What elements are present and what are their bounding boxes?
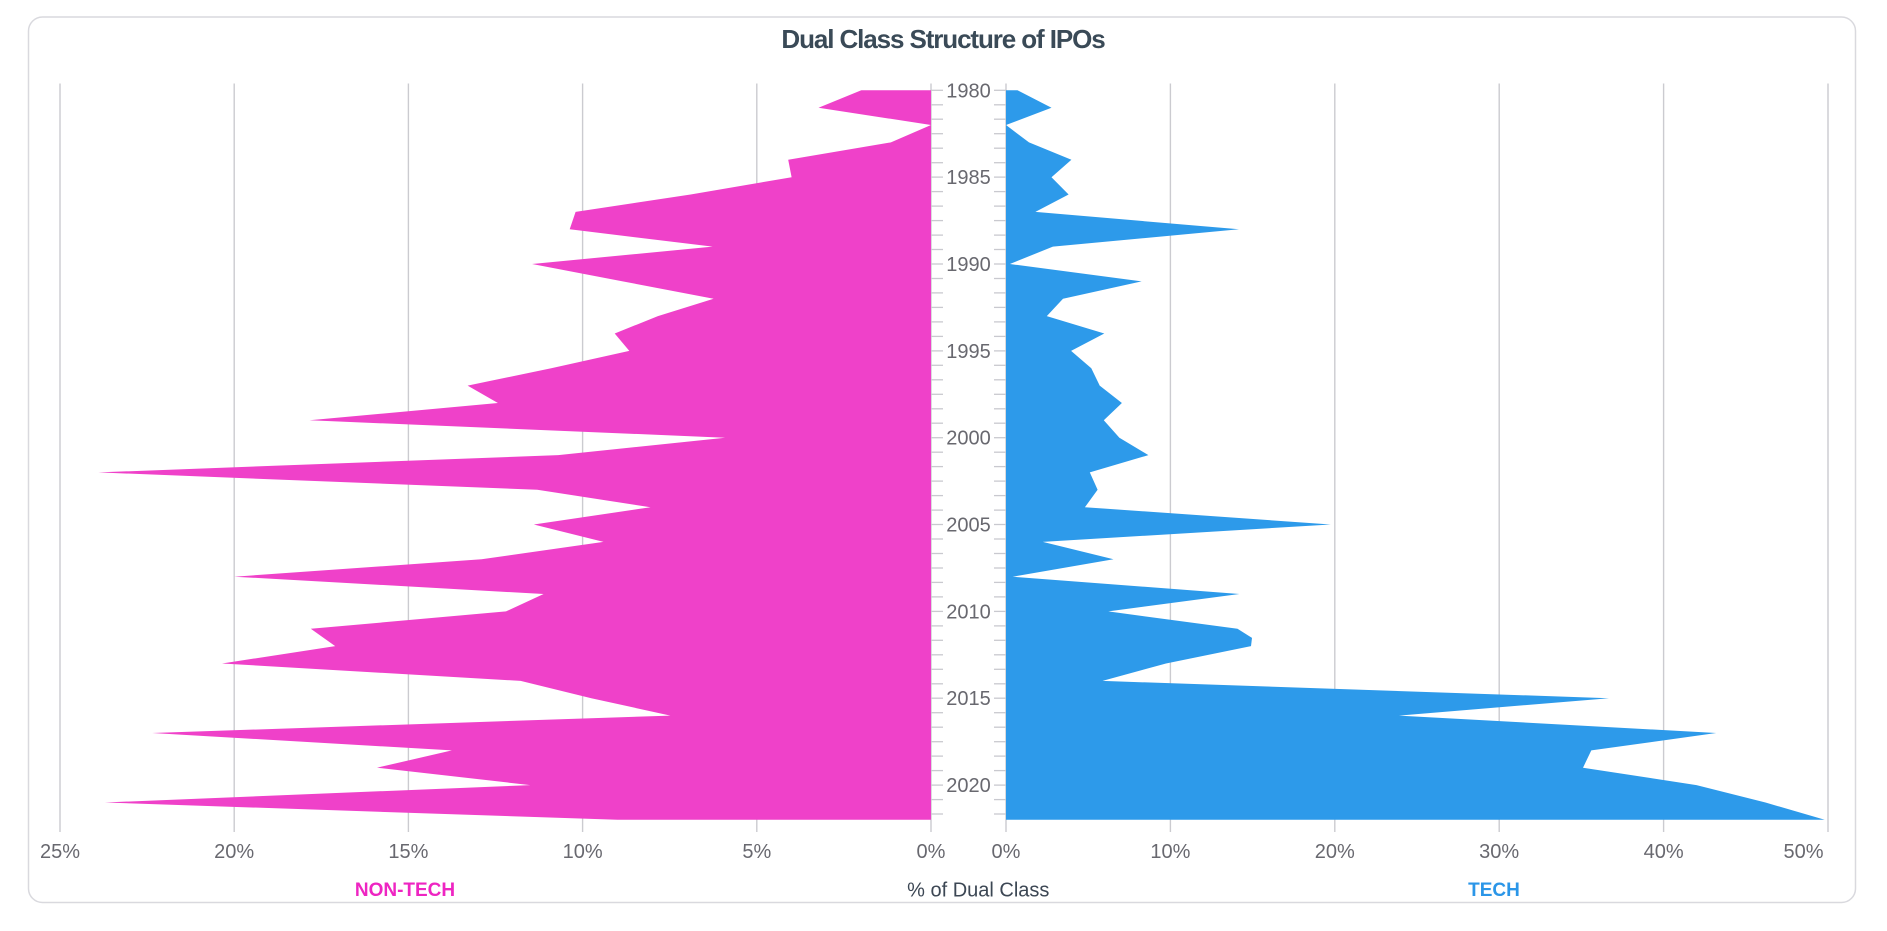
svg-text:Dual Class Structure of IPOs: Dual Class Structure of IPOs: [781, 24, 1105, 54]
svg-text:1990: 1990: [946, 254, 991, 276]
svg-text:1980: 1980: [946, 80, 991, 102]
svg-text:20%: 20%: [214, 841, 254, 863]
svg-text:0%: 0%: [992, 841, 1021, 863]
svg-text:5%: 5%: [742, 841, 771, 863]
svg-text:20%: 20%: [1315, 841, 1355, 863]
svg-text:15%: 15%: [388, 841, 428, 863]
svg-text:10%: 10%: [563, 841, 603, 863]
svg-text:% of Dual Class: % of Dual Class: [907, 880, 1049, 902]
svg-text:10%: 10%: [1150, 841, 1190, 863]
svg-text:0%: 0%: [917, 841, 946, 863]
svg-text:2015: 2015: [946, 688, 991, 710]
svg-text:TECH: TECH: [1468, 880, 1520, 901]
svg-text:2005: 2005: [946, 515, 991, 537]
svg-text:50%: 50%: [1783, 841, 1823, 863]
svg-text:30%: 30%: [1479, 841, 1519, 863]
svg-text:1995: 1995: [946, 341, 991, 363]
svg-text:40%: 40%: [1644, 841, 1684, 863]
svg-text:2020: 2020: [946, 775, 991, 797]
svg-text:25%: 25%: [40, 841, 80, 863]
svg-text:NON-TECH: NON-TECH: [355, 880, 455, 901]
svg-text:1985: 1985: [946, 167, 991, 189]
svg-text:2000: 2000: [946, 428, 991, 450]
svg-text:2010: 2010: [946, 601, 991, 623]
